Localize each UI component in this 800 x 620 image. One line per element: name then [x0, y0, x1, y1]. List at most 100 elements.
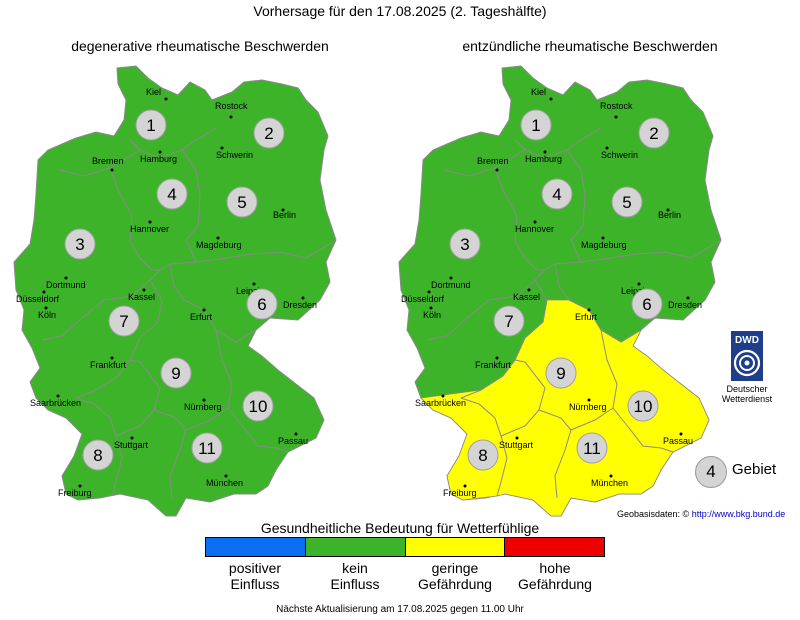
city-dot-köln: [429, 306, 433, 310]
region-number-2: 2: [264, 124, 273, 143]
city-dot-frankfurt: [495, 356, 499, 360]
region-number-9: 9: [171, 364, 180, 383]
map-degenerative: Kiel Rostock Hamburg Schwerin Bremen Hannover…: [13, 65, 337, 517]
city-dot-hannover: [533, 220, 537, 224]
city-dot-passau: [679, 432, 683, 436]
city-dot-freiburg: [463, 484, 467, 488]
city-dot-schwerin: [220, 146, 224, 150]
city-dot-erfurt: [587, 308, 591, 312]
region-border: [129, 127, 217, 159]
city-label-rostock: Rostock: [600, 101, 633, 111]
region-circle-2: [253, 117, 285, 149]
city-label-berlin: Berlin: [273, 210, 296, 220]
city-label-rostock: Rostock: [215, 101, 248, 111]
city-label-hannover: Hannover: [515, 224, 554, 234]
region-number-6: 6: [642, 295, 651, 314]
region-border: [460, 279, 548, 399]
city-label-nürnberg: Nürnberg: [184, 402, 222, 412]
dwd-logo-icon: DWD: [731, 331, 763, 381]
city-dot-hannover: [148, 220, 152, 224]
map-entzuendliche: Kiel Rostock Hamburg Schwerin Bremen Hannover…: [398, 65, 722, 517]
city-dot-rostock: [614, 115, 618, 119]
city-dot-berlin: [281, 208, 285, 212]
region-circle-11: [191, 432, 223, 464]
city-dot-kiel: [549, 97, 553, 101]
region-border: [109, 167, 337, 271]
city-label-leipzig: Leipzig: [621, 286, 650, 296]
city-label-kiel: Kiel: [531, 87, 546, 97]
city-label-passau: Passau: [663, 436, 693, 446]
city-dot-hamburg: [158, 150, 162, 154]
region-number-8: 8: [478, 446, 487, 465]
city-label-köln: Köln: [38, 310, 56, 320]
city-label-freiburg: Freiburg: [443, 488, 477, 498]
city-label-dortmund: Dortmund: [431, 280, 471, 290]
region-border: [494, 167, 722, 271]
region-circle-7: [493, 305, 525, 337]
region-circle-3: [64, 228, 96, 260]
region-number-1: 1: [146, 116, 155, 135]
city-label-frankfurt: Frankfurt: [90, 360, 127, 370]
city-dot-düsseldorf: [42, 290, 46, 294]
city-label-berlin: Berlin: [658, 210, 681, 220]
city-label-frankfurt: Frankfurt: [475, 360, 512, 370]
next-update-note: Nächste Aktualisierung am 17.08.2025 geg…: [276, 604, 524, 615]
city-label-magdeburg: Magdeburg: [196, 240, 242, 250]
city-label-münchen: München: [591, 478, 628, 488]
city-dot-dortmund: [64, 276, 68, 280]
germany-outline: [13, 65, 337, 517]
region-number-2: 2: [649, 124, 658, 143]
city-dot-dortmund: [449, 276, 453, 280]
region-number-7: 7: [119, 312, 128, 331]
region-key-label: Gebiet: [732, 461, 777, 478]
city-label-kiel: Kiel: [146, 87, 161, 97]
city-label-erfurt: Erfurt: [575, 312, 598, 322]
city-label-düsseldorf: Düsseldorf: [16, 294, 60, 304]
region-number-10: 10: [249, 397, 268, 416]
legend-title: Gesundheitliche Bedeutung für Wetterfühl…: [260, 520, 540, 536]
city-dot-bremen: [110, 168, 114, 172]
city-dot-magdeburg: [216, 236, 220, 240]
region-circle-1: [135, 109, 167, 141]
city-dot-frankfurt: [110, 356, 114, 360]
city-label-freiburg: Freiburg: [58, 488, 92, 498]
city-dot-magdeburg: [601, 236, 605, 240]
city-label-hannover: Hannover: [130, 224, 169, 234]
region-circle-11: [576, 432, 608, 464]
region-border: [115, 359, 161, 437]
region-number-7: 7: [504, 312, 513, 331]
city-label-hamburg: Hamburg: [140, 154, 177, 164]
region-number-6: 6: [257, 295, 266, 314]
city-dot-erfurt: [202, 308, 206, 312]
region-number-1: 1: [531, 116, 540, 135]
region-number-11: 11: [583, 439, 601, 458]
city-dot-leipzig: [252, 282, 256, 286]
region-circle-10: [627, 390, 659, 422]
geodata-credit: Geobasisdaten: © http://www.bkg.bund.de: [617, 509, 786, 519]
region-border: [538, 409, 572, 499]
city-dot-passau: [294, 432, 298, 436]
region-circle-5: [611, 186, 643, 218]
city-dot-dresden: [301, 296, 305, 300]
city-dot-rostock: [229, 115, 233, 119]
city-label-köln: Köln: [423, 310, 441, 320]
dwd-name: Deutscher Wetterdienst: [721, 384, 773, 404]
region-circle-9: [160, 357, 192, 389]
region-circle-6: [246, 288, 278, 320]
city-dot-saarbrücken: [441, 394, 445, 398]
city-dot-kassel: [527, 288, 531, 292]
region-border: [612, 407, 674, 453]
legend-labels: positiver Einfluss kein Einfluss geringe Ge…: [205, 560, 605, 592]
city-dot-stuttgart: [515, 436, 519, 440]
bkg-link[interactable]: http://www.bkg.bund.de: [691, 509, 786, 519]
region-number-3: 3: [75, 235, 84, 254]
region-number-9: 9: [556, 364, 565, 383]
city-label-stuttgart: Stuttgart: [114, 440, 149, 450]
region-number-5: 5: [237, 193, 246, 212]
region-border: [185, 329, 233, 431]
city-dot-saarbrücken: [56, 394, 60, 398]
city-label-nürnberg: Nürnberg: [569, 402, 607, 412]
region-circle-5: [226, 186, 258, 218]
city-dot-dresden: [686, 296, 690, 300]
region-circle-8: [82, 439, 114, 471]
